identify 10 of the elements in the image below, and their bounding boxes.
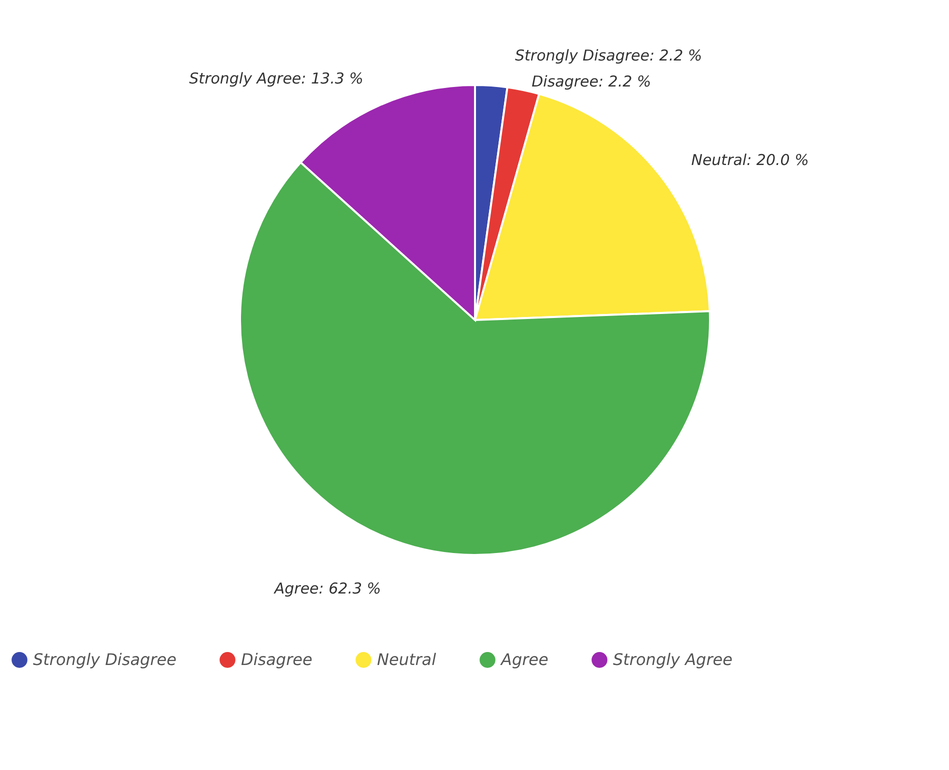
- legend-label: Strongly Disagree: [33, 650, 177, 669]
- data-label: Strongly Disagree: 2.2 %: [515, 46, 702, 65]
- data-label: Strongly Agree: 13.3 %: [189, 70, 364, 88]
- data-label: Agree: 62.3 %: [273, 579, 382, 598]
- legend-label: Disagree: [241, 650, 312, 669]
- legend-label: Neutral: [377, 650, 437, 669]
- data-label: Neutral: 20.0 %: [691, 151, 809, 170]
- data-label: Disagree: 2.2 %: [532, 72, 652, 91]
- legend-label: Agree: [500, 650, 549, 669]
- legend-label: Strongly Agree: [613, 650, 733, 669]
